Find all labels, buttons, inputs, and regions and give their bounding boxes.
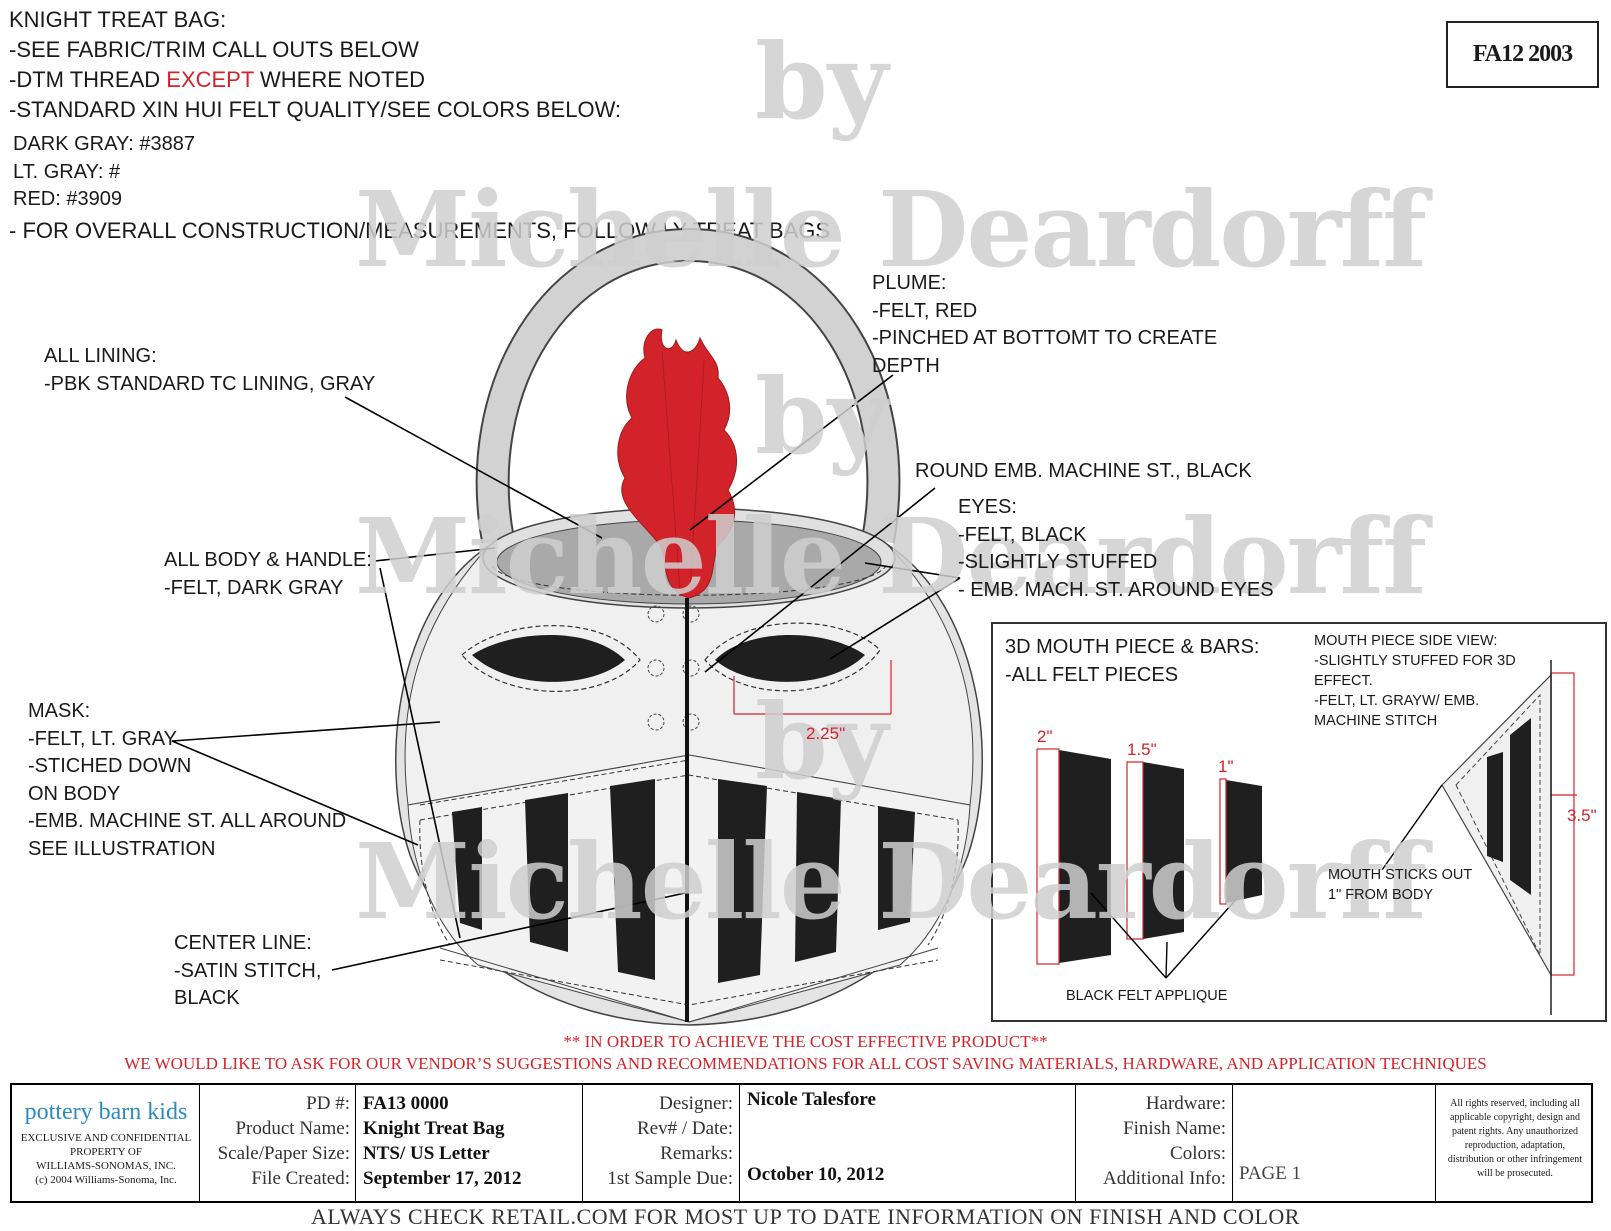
labels-col-1: PD #: Product Name: Scale/Paper Size: File… (217, 1093, 350, 1189)
header-title: KNIGHT TREAT BAG: (9, 7, 227, 32)
brand-notes: EXCLUSIVE AND CONFIDENTIAL PROPERTY OF WI… (20, 1132, 192, 1186)
watermark-name-2: Michelle Deardorff (355, 495, 1427, 618)
mask-callout: MASK: -FELT, LT. GRAY -STICHED DOWN ON BOD… (28, 700, 347, 860)
bar-dim-1-5: 1.5" (1127, 740, 1157, 759)
values-col-1: FA13 0000 Knight Treat Bag NTS/ US Letter… (363, 1093, 522, 1189)
bar-dim-1: 1" (1218, 757, 1234, 776)
center-line-callout: CENTER LINE: -SATIN STITCH, BLACK (174, 932, 322, 1009)
brand-logo: pottery barn kids (24, 1099, 188, 1125)
rights-notice: All rights reserved, including all applic… (1447, 1098, 1583, 1179)
side-dim-label: 3.5" (1567, 806, 1597, 825)
watermark-by-2: by (755, 355, 889, 478)
cost-notice-2: WE WOULD LIKE TO ASK FOR OUR VENDOR’S SU… (124, 1054, 1487, 1073)
sticks-out-callout: MOUTH STICKS OUT 1" FROM BODY (1328, 867, 1473, 903)
left-eye (472, 635, 625, 682)
color-red: RED: #3909 (13, 188, 122, 210)
watermark-name-3: Michelle Deardorff (355, 820, 1427, 943)
color-lt-gray: LT. GRAY: # (13, 161, 121, 183)
title-block: pottery barn kids EXCLUSIVE AND CONFIDEN… (10, 1083, 1593, 1203)
body-callout: ALL BODY & HANDLE: -FELT, DARK GRAY (164, 549, 372, 599)
right-eye (715, 635, 865, 682)
values-col-2: Nicole Talesfore October 10, 2012 (747, 1089, 885, 1185)
rivets (647, 605, 700, 731)
eye-dimension-label: 2.25" (806, 724, 846, 743)
applique-label: BLACK FELT APPLIQUE (1066, 988, 1228, 1004)
side-view-callout: MOUTH PIECE SIDE VIEW: -SLIGHTLY STUFFED … (1314, 633, 1516, 729)
header-felt-note: -STANDARD XIN HUI FELT QUALITY/SEE COLOR… (9, 97, 622, 122)
lining-callout: ALL LINING: -PBK STANDARD TC LINING, GRAY (44, 345, 376, 395)
labels-col-2: Designer: Rev# / Date: Remarks: 1st Sample… (607, 1093, 733, 1189)
watermark-by-3: by (755, 680, 889, 803)
mouth-bars (452, 779, 915, 983)
bar-dim-2: 2" (1037, 727, 1053, 746)
plume-callout: PLUME: -FELT, RED -PINCHED AT BOTTOMT TO … (872, 272, 1218, 377)
cost-notice-1: ** IN ORDER TO ACHIEVE THE COST EFFECTIV… (563, 1032, 1048, 1051)
labels-col-3: Hardware: Finish Name: Colors: Additional … (1103, 1093, 1226, 1189)
doc-id: FA12 2003 (1472, 41, 1573, 67)
except-highlight: EXCEPT (166, 67, 254, 92)
eyes-callout: EYES: -FELT, BLACK -SLIGHTLY STUFFED - EMB… (958, 496, 1274, 601)
page-number: PAGE 1 (1239, 1163, 1302, 1184)
color-dark-gray: DARK GRAY: #3887 (13, 133, 195, 155)
header-thread-note: -DTM THREAD EXCEPT WHERE NOTED (9, 67, 426, 92)
detail-title: 3D MOUTH PIECE & BARS: -ALL FELT PIECES (1005, 636, 1260, 686)
eye-dimension (733, 660, 892, 715)
right-eye-stitch (704, 622, 881, 692)
applique-bars (1059, 750, 1262, 963)
doc-id-box: FA12 2003 (1446, 21, 1599, 88)
round-emb-callout: ROUND EMB. MACHINE ST., BLACK (915, 460, 1252, 482)
footer-note: ALWAYS CHECK RETAIL.COM FOR MOST UP TO D… (311, 1204, 1300, 1229)
watermark-name: Michelle Deardorff (355, 168, 1427, 291)
header-fabric-note: -SEE FABRIC/TRIM CALL OUTS BELOW (9, 37, 419, 62)
watermark-by: by (755, 20, 889, 143)
left-eye-stitch (461, 625, 641, 692)
plume (617, 328, 738, 599)
